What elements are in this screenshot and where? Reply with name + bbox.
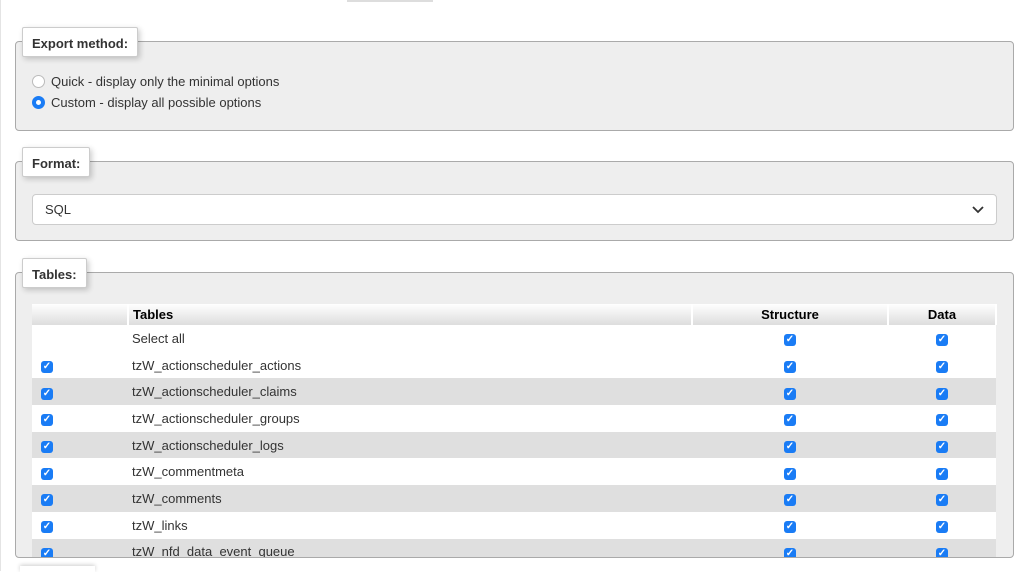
data-checkbox[interactable]: ✓	[936, 521, 948, 534]
data-checkbox[interactable]: ✓	[936, 467, 948, 480]
data-checkbox[interactable]: ✓	[936, 387, 948, 400]
top-divider	[347, 0, 433, 2]
tables-legend: Tables:	[22, 258, 87, 288]
row-select-checkbox[interactable]: ✓	[41, 521, 53, 534]
table-row: ✓ tzW_nfd_data_event_queue ✓ ✓	[32, 538, 996, 557]
data-checkbox[interactable]: ✓	[936, 441, 948, 454]
data-checkbox[interactable]: ✓	[936, 361, 948, 374]
header-data: Data	[888, 304, 997, 325]
row-select-checkbox[interactable]: ✓	[41, 414, 53, 427]
row-select-checkbox[interactable]: ✓	[41, 494, 53, 507]
left-border	[0, 0, 1, 571]
radio-quick-button[interactable]	[32, 75, 45, 88]
export-method-legend: Export method:	[22, 27, 139, 57]
data-checkbox[interactable]: ✓	[936, 494, 948, 507]
structure-checkbox[interactable]: ✓	[784, 467, 796, 480]
table-row: ✓ tzW_actionscheduler_logs ✓ ✓	[32, 431, 996, 459]
radio-quick[interactable]: Quick - display only the minimal options	[32, 74, 279, 89]
header-structure: Structure	[692, 304, 889, 325]
table-row: ✓ tzW_actionscheduler_actions ✓ ✓	[32, 351, 996, 379]
table-name: tzW_nfd_data_event_queue	[128, 538, 692, 557]
structure-checkbox[interactable]: ✓	[784, 361, 796, 374]
row-select-checkbox[interactable]: ✓	[41, 467, 53, 480]
table-row: ✓ tzW_actionscheduler_claims ✓ ✓	[32, 378, 996, 406]
table-row: ✓ tzW_comments ✓ ✓	[32, 485, 996, 512]
table-row: ✓ tzW_actionscheduler_groups ✓ ✓	[32, 405, 996, 432]
export-method-fieldset	[15, 41, 1014, 131]
table-name: tzW_comments	[128, 485, 692, 512]
format-select-value: SQL	[45, 202, 72, 217]
radio-quick-label: Quick - display only the minimal options	[51, 74, 280, 89]
chevron-down-icon	[972, 205, 984, 213]
row-select-checkbox[interactable]: ✓	[41, 547, 53, 557]
header-select	[32, 304, 129, 325]
tables-table: Tables Structure Data Select all ✓ ✓ ✓ tzW_…	[32, 304, 997, 557]
table-name: tzW_commentmeta	[128, 458, 692, 486]
row-select-checkbox[interactable]: ✓	[41, 361, 53, 374]
structure-checkbox[interactable]: ✓	[784, 547, 796, 557]
select-all-row: Select all ✓ ✓	[32, 325, 996, 352]
select-all-label: Select all	[128, 325, 692, 352]
table-row: ✓ tzW_commentmeta ✓ ✓	[32, 458, 996, 486]
data-checkbox[interactable]: ✓	[936, 414, 948, 427]
radio-custom[interactable]: Custom - display all possible options	[32, 95, 261, 110]
structure-checkbox[interactable]: ✓	[784, 441, 796, 454]
select-all-structure-checkbox[interactable]: ✓	[784, 334, 796, 347]
select-all-data-checkbox[interactable]: ✓	[936, 334, 948, 347]
data-checkbox[interactable]: ✓	[936, 547, 948, 557]
row-select-checkbox[interactable]: ✓	[41, 441, 53, 454]
radio-custom-button[interactable]	[32, 96, 45, 109]
table-name: tzW_actionscheduler_logs	[128, 431, 692, 459]
row-select-checkbox[interactable]: ✓	[41, 387, 53, 400]
format-legend: Format:	[22, 147, 91, 177]
table-name: tzW_links	[128, 511, 692, 539]
header-tables: Tables	[128, 304, 693, 325]
table-name: tzW_actionscheduler_groups	[128, 405, 692, 432]
table-name: tzW_actionscheduler_claims	[128, 378, 692, 406]
radio-custom-label: Custom - display all possible options	[51, 95, 262, 110]
structure-checkbox[interactable]: ✓	[784, 414, 796, 427]
table-name: tzW_actionscheduler_actions	[128, 351, 692, 379]
format-select[interactable]: SQL	[32, 194, 997, 225]
bottom-tab	[20, 566, 95, 572]
structure-checkbox[interactable]: ✓	[784, 387, 796, 400]
table-row: ✓ tzW_links ✓ ✓	[32, 511, 996, 539]
structure-checkbox[interactable]: ✓	[784, 521, 796, 534]
structure-checkbox[interactable]: ✓	[784, 494, 796, 507]
